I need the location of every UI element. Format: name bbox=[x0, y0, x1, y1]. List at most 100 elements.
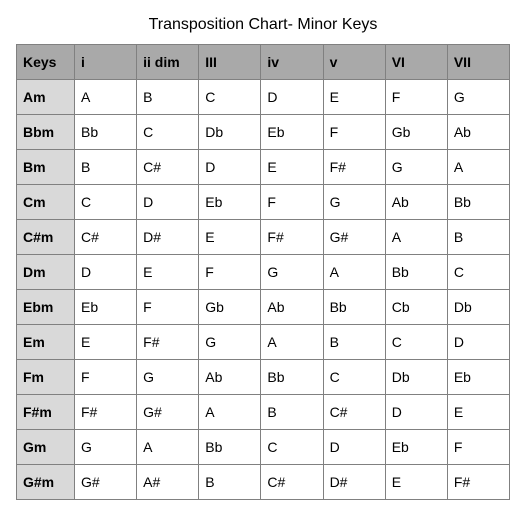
table-cell: D bbox=[447, 325, 509, 360]
table-cell: Bb bbox=[199, 430, 261, 465]
table-cell: Ab bbox=[199, 360, 261, 395]
table-cell: Db bbox=[199, 115, 261, 150]
table-cell: G bbox=[75, 430, 137, 465]
row-header: Fm bbox=[17, 360, 75, 395]
table-cell: D# bbox=[323, 465, 385, 500]
table-cell: G bbox=[385, 150, 447, 185]
table-cell: B bbox=[199, 465, 261, 500]
table-cell: Db bbox=[385, 360, 447, 395]
table-cell: A# bbox=[137, 465, 199, 500]
table-cell: Ab bbox=[447, 115, 509, 150]
table-cell: E bbox=[199, 220, 261, 255]
table-cell: A bbox=[323, 255, 385, 290]
table-cell: G bbox=[447, 80, 509, 115]
table-cell: Bb bbox=[261, 360, 323, 395]
table-cell: E bbox=[447, 395, 509, 430]
column-header: i bbox=[75, 45, 137, 80]
table-cell: G# bbox=[75, 465, 137, 500]
table-cell: C bbox=[137, 115, 199, 150]
table-cell: Ab bbox=[261, 290, 323, 325]
table-cell: C# bbox=[137, 150, 199, 185]
table-cell: F# bbox=[323, 150, 385, 185]
table-cell: F bbox=[199, 255, 261, 290]
table-cell: Bb bbox=[447, 185, 509, 220]
table-cell: Cb bbox=[385, 290, 447, 325]
table-cell: Gb bbox=[199, 290, 261, 325]
row-header: Bm bbox=[17, 150, 75, 185]
table-cell: Bb bbox=[385, 255, 447, 290]
table-row: AmABCDEFG bbox=[17, 80, 510, 115]
table-cell: F bbox=[323, 115, 385, 150]
column-header: ii dim bbox=[137, 45, 199, 80]
row-header: Bbm bbox=[17, 115, 75, 150]
table-cell: G bbox=[137, 360, 199, 395]
column-header: VII bbox=[447, 45, 509, 80]
table-body: AmABCDEFGBbmBbCDbEbFGbAbBmBC#DEF#GACmCDE… bbox=[17, 80, 510, 500]
row-header: Am bbox=[17, 80, 75, 115]
table-row: GmGABbCDEbF bbox=[17, 430, 510, 465]
table-cell: E bbox=[323, 80, 385, 115]
table-cell: Eb bbox=[385, 430, 447, 465]
table-cell: A bbox=[199, 395, 261, 430]
table-cell: Eb bbox=[447, 360, 509, 395]
table-cell: D bbox=[137, 185, 199, 220]
table-cell: C bbox=[261, 430, 323, 465]
column-header: VI bbox=[385, 45, 447, 80]
table-row: C#mC#D#EF#G#AB bbox=[17, 220, 510, 255]
table-cell: A bbox=[447, 150, 509, 185]
table-cell: A bbox=[385, 220, 447, 255]
table-cell: Eb bbox=[261, 115, 323, 150]
table-cell: B bbox=[137, 80, 199, 115]
table-header-row: Keysiii dimIIIivvVIVII bbox=[17, 45, 510, 80]
column-header: iv bbox=[261, 45, 323, 80]
table-row: G#mG#A#BC#D#EF# bbox=[17, 465, 510, 500]
table-cell: E bbox=[385, 465, 447, 500]
table-cell: E bbox=[75, 325, 137, 360]
table-cell: B bbox=[261, 395, 323, 430]
table-cell: G bbox=[323, 185, 385, 220]
transposition-table: Keysiii dimIIIivvVIVII AmABCDEFGBbmBbCDb… bbox=[16, 44, 510, 500]
table-cell: Db bbox=[447, 290, 509, 325]
table-cell: F bbox=[261, 185, 323, 220]
table-cell: C bbox=[447, 255, 509, 290]
table-cell: G bbox=[261, 255, 323, 290]
table-cell: G# bbox=[137, 395, 199, 430]
table-cell: F# bbox=[75, 395, 137, 430]
table-cell: D# bbox=[137, 220, 199, 255]
row-header: Em bbox=[17, 325, 75, 360]
table-cell: C bbox=[385, 325, 447, 360]
table-cell: B bbox=[323, 325, 385, 360]
table-cell: F# bbox=[137, 325, 199, 360]
table-cell: D bbox=[323, 430, 385, 465]
table-cell: G bbox=[199, 325, 261, 360]
table-cell: E bbox=[261, 150, 323, 185]
column-header: v bbox=[323, 45, 385, 80]
chart-title: Transposition Chart- Minor Keys bbox=[16, 16, 510, 34]
table-row: F#mF#G#ABC#DE bbox=[17, 395, 510, 430]
table-row: FmFGAbBbCDbEb bbox=[17, 360, 510, 395]
row-header: Cm bbox=[17, 185, 75, 220]
table-row: EbmEbFGbAbBbCbDb bbox=[17, 290, 510, 325]
table-cell: F# bbox=[447, 465, 509, 500]
table-cell: C# bbox=[75, 220, 137, 255]
table-cell: C# bbox=[261, 465, 323, 500]
table-cell: D bbox=[75, 255, 137, 290]
column-header: Keys bbox=[17, 45, 75, 80]
table-cell: Bb bbox=[75, 115, 137, 150]
table-cell: F# bbox=[261, 220, 323, 255]
table-cell: C bbox=[75, 185, 137, 220]
table-row: BmBC#DEF#GA bbox=[17, 150, 510, 185]
row-header: G#m bbox=[17, 465, 75, 500]
table-cell: F bbox=[137, 290, 199, 325]
table-cell: A bbox=[261, 325, 323, 360]
table-cell: A bbox=[137, 430, 199, 465]
column-header: III bbox=[199, 45, 261, 80]
row-header: F#m bbox=[17, 395, 75, 430]
table-row: EmEF#GABCD bbox=[17, 325, 510, 360]
table-cell: D bbox=[385, 395, 447, 430]
table-row: DmDEFGABbC bbox=[17, 255, 510, 290]
table-row: CmCDEbFGAbBb bbox=[17, 185, 510, 220]
row-header: Gm bbox=[17, 430, 75, 465]
table-cell: E bbox=[137, 255, 199, 290]
table-cell: D bbox=[199, 150, 261, 185]
